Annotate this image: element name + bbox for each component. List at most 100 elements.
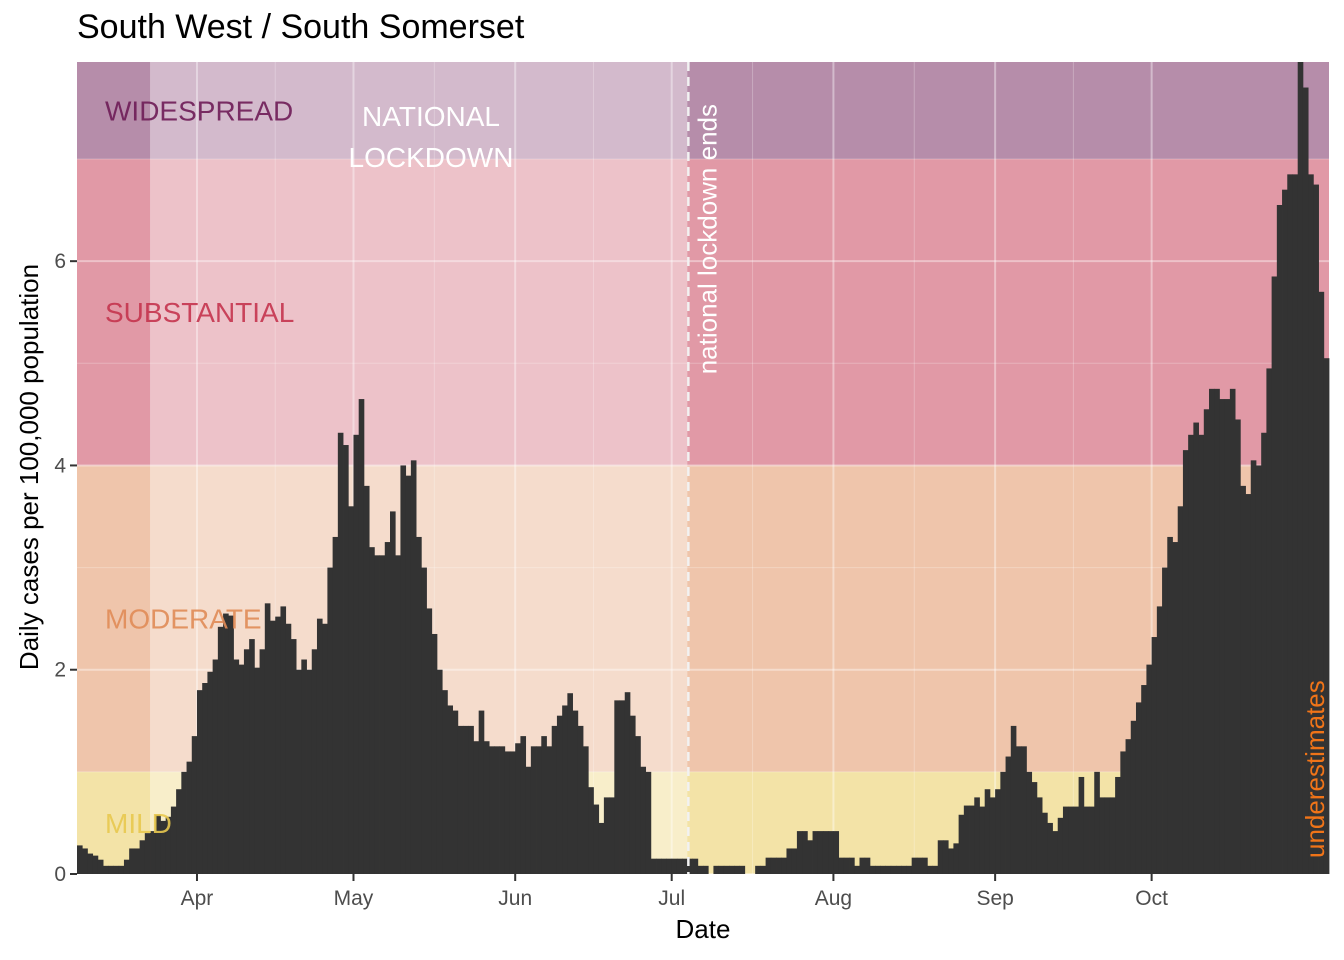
bar: [202, 683, 208, 874]
bar: [379, 555, 386, 874]
band-substantial: [77, 159, 1329, 466]
bar: [1214, 388, 1220, 874]
bar: [556, 715, 563, 874]
bar: [838, 857, 845, 874]
bar: [890, 865, 897, 874]
bar: [958, 814, 965, 874]
bar: [1209, 388, 1215, 874]
bar: [176, 789, 182, 874]
bar: [1000, 771, 1006, 874]
bar: [948, 848, 954, 874]
bar: [619, 700, 626, 874]
band-label-mild: MILD: [105, 808, 172, 839]
bar: [150, 831, 156, 874]
bar: [723, 865, 730, 874]
bar: [1302, 87, 1309, 874]
bar: [134, 848, 140, 874]
bar: [483, 741, 490, 874]
bar: [369, 547, 375, 874]
bar: [238, 664, 245, 874]
bar: [1031, 782, 1038, 874]
band-widespread: [77, 62, 1329, 160]
bar: [1240, 485, 1246, 874]
bar: [525, 766, 532, 874]
bar: [916, 857, 923, 874]
y-axis-title: Daily cases per 100,000 population: [14, 264, 44, 670]
bar: [765, 857, 772, 874]
band-label-widespread: WIDESPREAD: [105, 96, 293, 127]
bar: [896, 865, 902, 874]
bar: [196, 690, 203, 874]
bar: [1245, 494, 1252, 874]
bar: [1047, 822, 1053, 874]
bar: [1188, 434, 1194, 874]
bar: [703, 865, 709, 874]
bar: [233, 659, 240, 874]
bar: [1182, 450, 1189, 874]
bar: [1036, 797, 1043, 874]
bar: [290, 639, 297, 874]
bar: [129, 848, 135, 874]
bar: [1073, 806, 1079, 874]
bar: [880, 865, 886, 874]
y-tick-label: 0: [54, 863, 66, 886]
bar: [593, 804, 600, 874]
bar: [697, 865, 704, 874]
bar: [1115, 776, 1121, 874]
bar: [598, 822, 605, 874]
bar: [296, 669, 302, 874]
x-axis: Apr May Jun Jul Aug Sep Oct: [181, 874, 1168, 910]
bars: [77, 62, 1330, 875]
bar: [348, 506, 354, 874]
y-tick-label: 6: [54, 250, 66, 273]
bar: [1068, 806, 1074, 874]
band-labels: MILD MODERATE SUBSTANTIAL WIDESPREAD: [105, 96, 294, 839]
bar: [937, 840, 944, 874]
bar: [1141, 685, 1147, 874]
bar: [463, 725, 469, 874]
bar: [676, 858, 683, 874]
bar: [911, 857, 918, 874]
bar: [588, 787, 594, 874]
bar: [984, 789, 991, 874]
bar: [718, 865, 725, 874]
bar: [859, 857, 866, 874]
bar: [812, 831, 819, 874]
bar: [1109, 797, 1116, 874]
bar: [270, 620, 276, 874]
bar: [1042, 812, 1048, 874]
bar: [739, 865, 746, 874]
bar: [212, 659, 219, 874]
band-label-substantial: SUBSTANTIAL: [105, 297, 294, 328]
bar: [431, 633, 438, 874]
bar: [1323, 358, 1330, 874]
bar: [170, 806, 177, 874]
x-tick-label: Sep: [976, 887, 1013, 910]
y-axis: 0 2 4 6: [54, 250, 77, 886]
chart-title: South West / South Somerset: [77, 8, 525, 46]
bar: [1292, 174, 1299, 875]
bar: [1203, 409, 1210, 874]
bar: [1172, 542, 1179, 874]
bar: [1156, 606, 1163, 874]
lockdown-label: NATIONAL LOCKDOWN: [349, 101, 514, 173]
bar: [906, 865, 913, 874]
bar: [264, 603, 271, 874]
bar: [562, 705, 568, 874]
bar: [942, 840, 949, 874]
bar: [1250, 460, 1257, 874]
bar: [786, 848, 793, 874]
bar: [583, 746, 589, 874]
bar: [436, 669, 443, 874]
bar: [963, 805, 970, 874]
bar: [796, 831, 803, 874]
bar: [113, 865, 120, 874]
bar: [452, 710, 459, 874]
bar: [87, 853, 94, 874]
bar: [515, 743, 521, 874]
y-tick-label: 4: [54, 454, 66, 477]
bar: [332, 536, 339, 874]
bar: [807, 840, 813, 874]
bar: [82, 848, 88, 874]
bar: [770, 857, 777, 874]
